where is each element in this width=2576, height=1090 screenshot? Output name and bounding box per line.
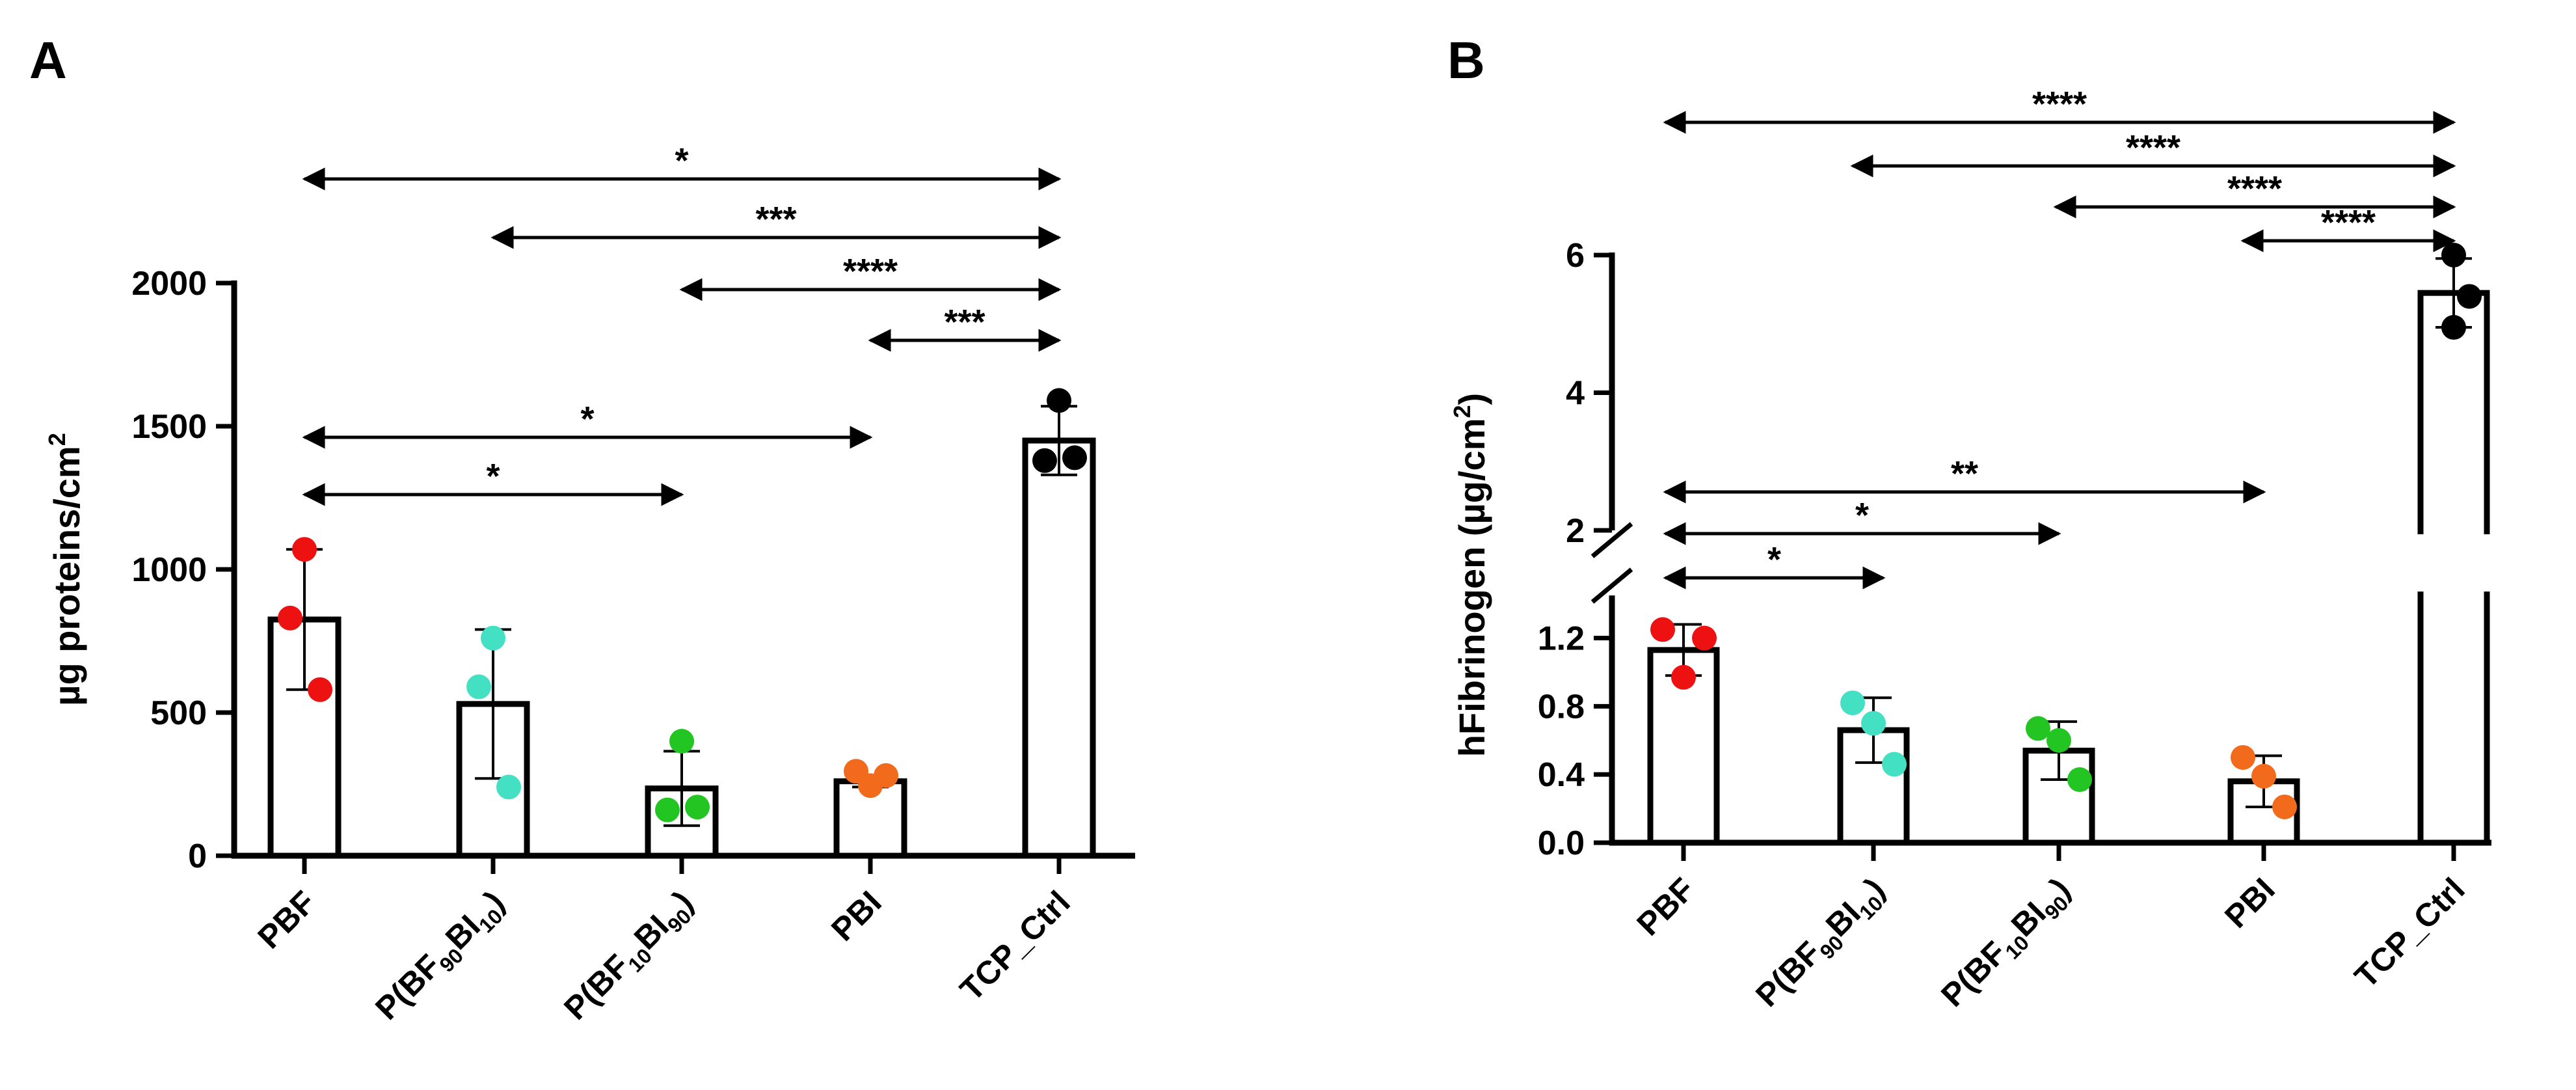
significance-label-b-3: **** [2321, 203, 2376, 242]
data-point-2-0 [669, 729, 694, 754]
y-tick-label-2: 1000 [131, 551, 207, 589]
significance-label-a-1: *** [755, 200, 796, 239]
significance-label-b-2: **** [2227, 169, 2282, 208]
significance-label-b-6: * [1767, 540, 1781, 579]
data-point-1-2 [496, 774, 521, 800]
y-tick-label-3: 1500 [131, 408, 207, 446]
data-point-0-1 [278, 605, 302, 631]
data-point-1-1 [466, 674, 491, 700]
y-tick-label-lower-0: 0.0 [1538, 824, 1585, 862]
y-axis-title: hFibrinogen (µg/cm2) [1449, 393, 1492, 757]
data-point-4-1 [1032, 448, 1057, 473]
x-tick-label-2: P(BF10BI90) [557, 884, 703, 1030]
panel-a: A 0 500 1000 1500 2000 µg proteins/cm2 PBF P(BF9… [29, 31, 1135, 1030]
x-tick-label-4: TCP_Ctrl [953, 884, 1077, 1008]
y-tick-label-lower-3: 1.2 [1538, 620, 1585, 658]
significance-label-a-4: * [580, 400, 594, 439]
bar-3 [833, 778, 907, 859]
panel-b: B 0.0 0.4 0.8 1.2 2 4 6 hFibrinogen (µg/cm2) PBF P… [1447, 31, 2493, 1017]
data-point-3-2 [874, 763, 898, 788]
data-point-1-0 [481, 625, 505, 651]
data-point-1-0 [1840, 690, 1865, 716]
bar-4 [1022, 437, 1096, 859]
data-point-2-0 [2026, 716, 2050, 741]
data-point-4-2 [1062, 445, 1087, 470]
data-point-3-1 [2272, 794, 2297, 819]
data-point-2-1 [2067, 767, 2092, 793]
x-tick-label-1: P(BF90BI10) [368, 884, 515, 1030]
y-tick-label-upper-1: 4 [1566, 375, 1585, 413]
significance-label-b-5: * [1855, 496, 1869, 535]
data-point-3-1 [844, 759, 868, 784]
y-tick-label-upper-0: 2 [1566, 512, 1585, 550]
y-tick-label-lower-2: 0.8 [1538, 688, 1585, 726]
significance-label-a-0: * [675, 141, 688, 180]
x-tick-label-2: P(BF10BI90) [1934, 871, 2080, 1017]
data-point-4-1 [2457, 284, 2482, 309]
y-tick-label-0: 0 [188, 838, 207, 875]
x-tick-label-1: P(BF90BI10) [1749, 871, 1895, 1017]
significance-label-a-2: **** [843, 252, 898, 291]
axis-break-mark-top [1590, 522, 1633, 558]
axis-break-mark-bottom [1590, 567, 1633, 604]
significance-label-a-5: * [486, 457, 500, 496]
panel-a-label: A [29, 31, 67, 89]
data-point-0-0 [292, 537, 317, 562]
data-point-4-0 [1047, 388, 1071, 413]
x-tick-label-3: PBI [824, 884, 889, 948]
x-tick-label-3: PBI [2218, 871, 2282, 935]
data-point-0-1 [1692, 625, 1717, 651]
data-point-2-2 [685, 795, 710, 820]
significance-label-b-0: **** [2032, 85, 2087, 124]
data-point-1-1 [1882, 752, 1907, 777]
x-tick-label-4: TCP_Ctrl [2348, 871, 2472, 995]
data-point-0-2 [1671, 664, 1696, 690]
y-tick-label-4: 2000 [131, 265, 207, 303]
data-point-3-2 [2251, 763, 2276, 789]
bar-break-gap-4 [2414, 534, 2493, 592]
data-point-4-2 [2441, 315, 2466, 340]
x-tick-label-0: PBF [250, 884, 322, 955]
data-point-0-2 [308, 677, 332, 702]
data-point-2-1 [655, 797, 680, 823]
data-point-3-0 [2231, 744, 2255, 770]
panel-b-label: B [1447, 31, 1485, 89]
y-tick-label-upper-2: 6 [1566, 237, 1585, 275]
x-tick-label-0: PBF [1630, 871, 1701, 942]
significance-label-b-4: ** [1951, 454, 1978, 493]
data-point-4-0 [2441, 243, 2466, 267]
y-tick-label-1: 500 [150, 694, 207, 732]
data-point-2-2 [2046, 728, 2071, 753]
y-axis-title: µg proteins/cm2 [44, 433, 87, 705]
data-point-1-2 [1861, 711, 1886, 736]
data-point-0-0 [1650, 617, 1675, 642]
significance-label-b-1: **** [2126, 128, 2180, 167]
y-tick-label-lower-1: 0.4 [1538, 756, 1585, 794]
significance-label-a-3: *** [944, 303, 985, 342]
